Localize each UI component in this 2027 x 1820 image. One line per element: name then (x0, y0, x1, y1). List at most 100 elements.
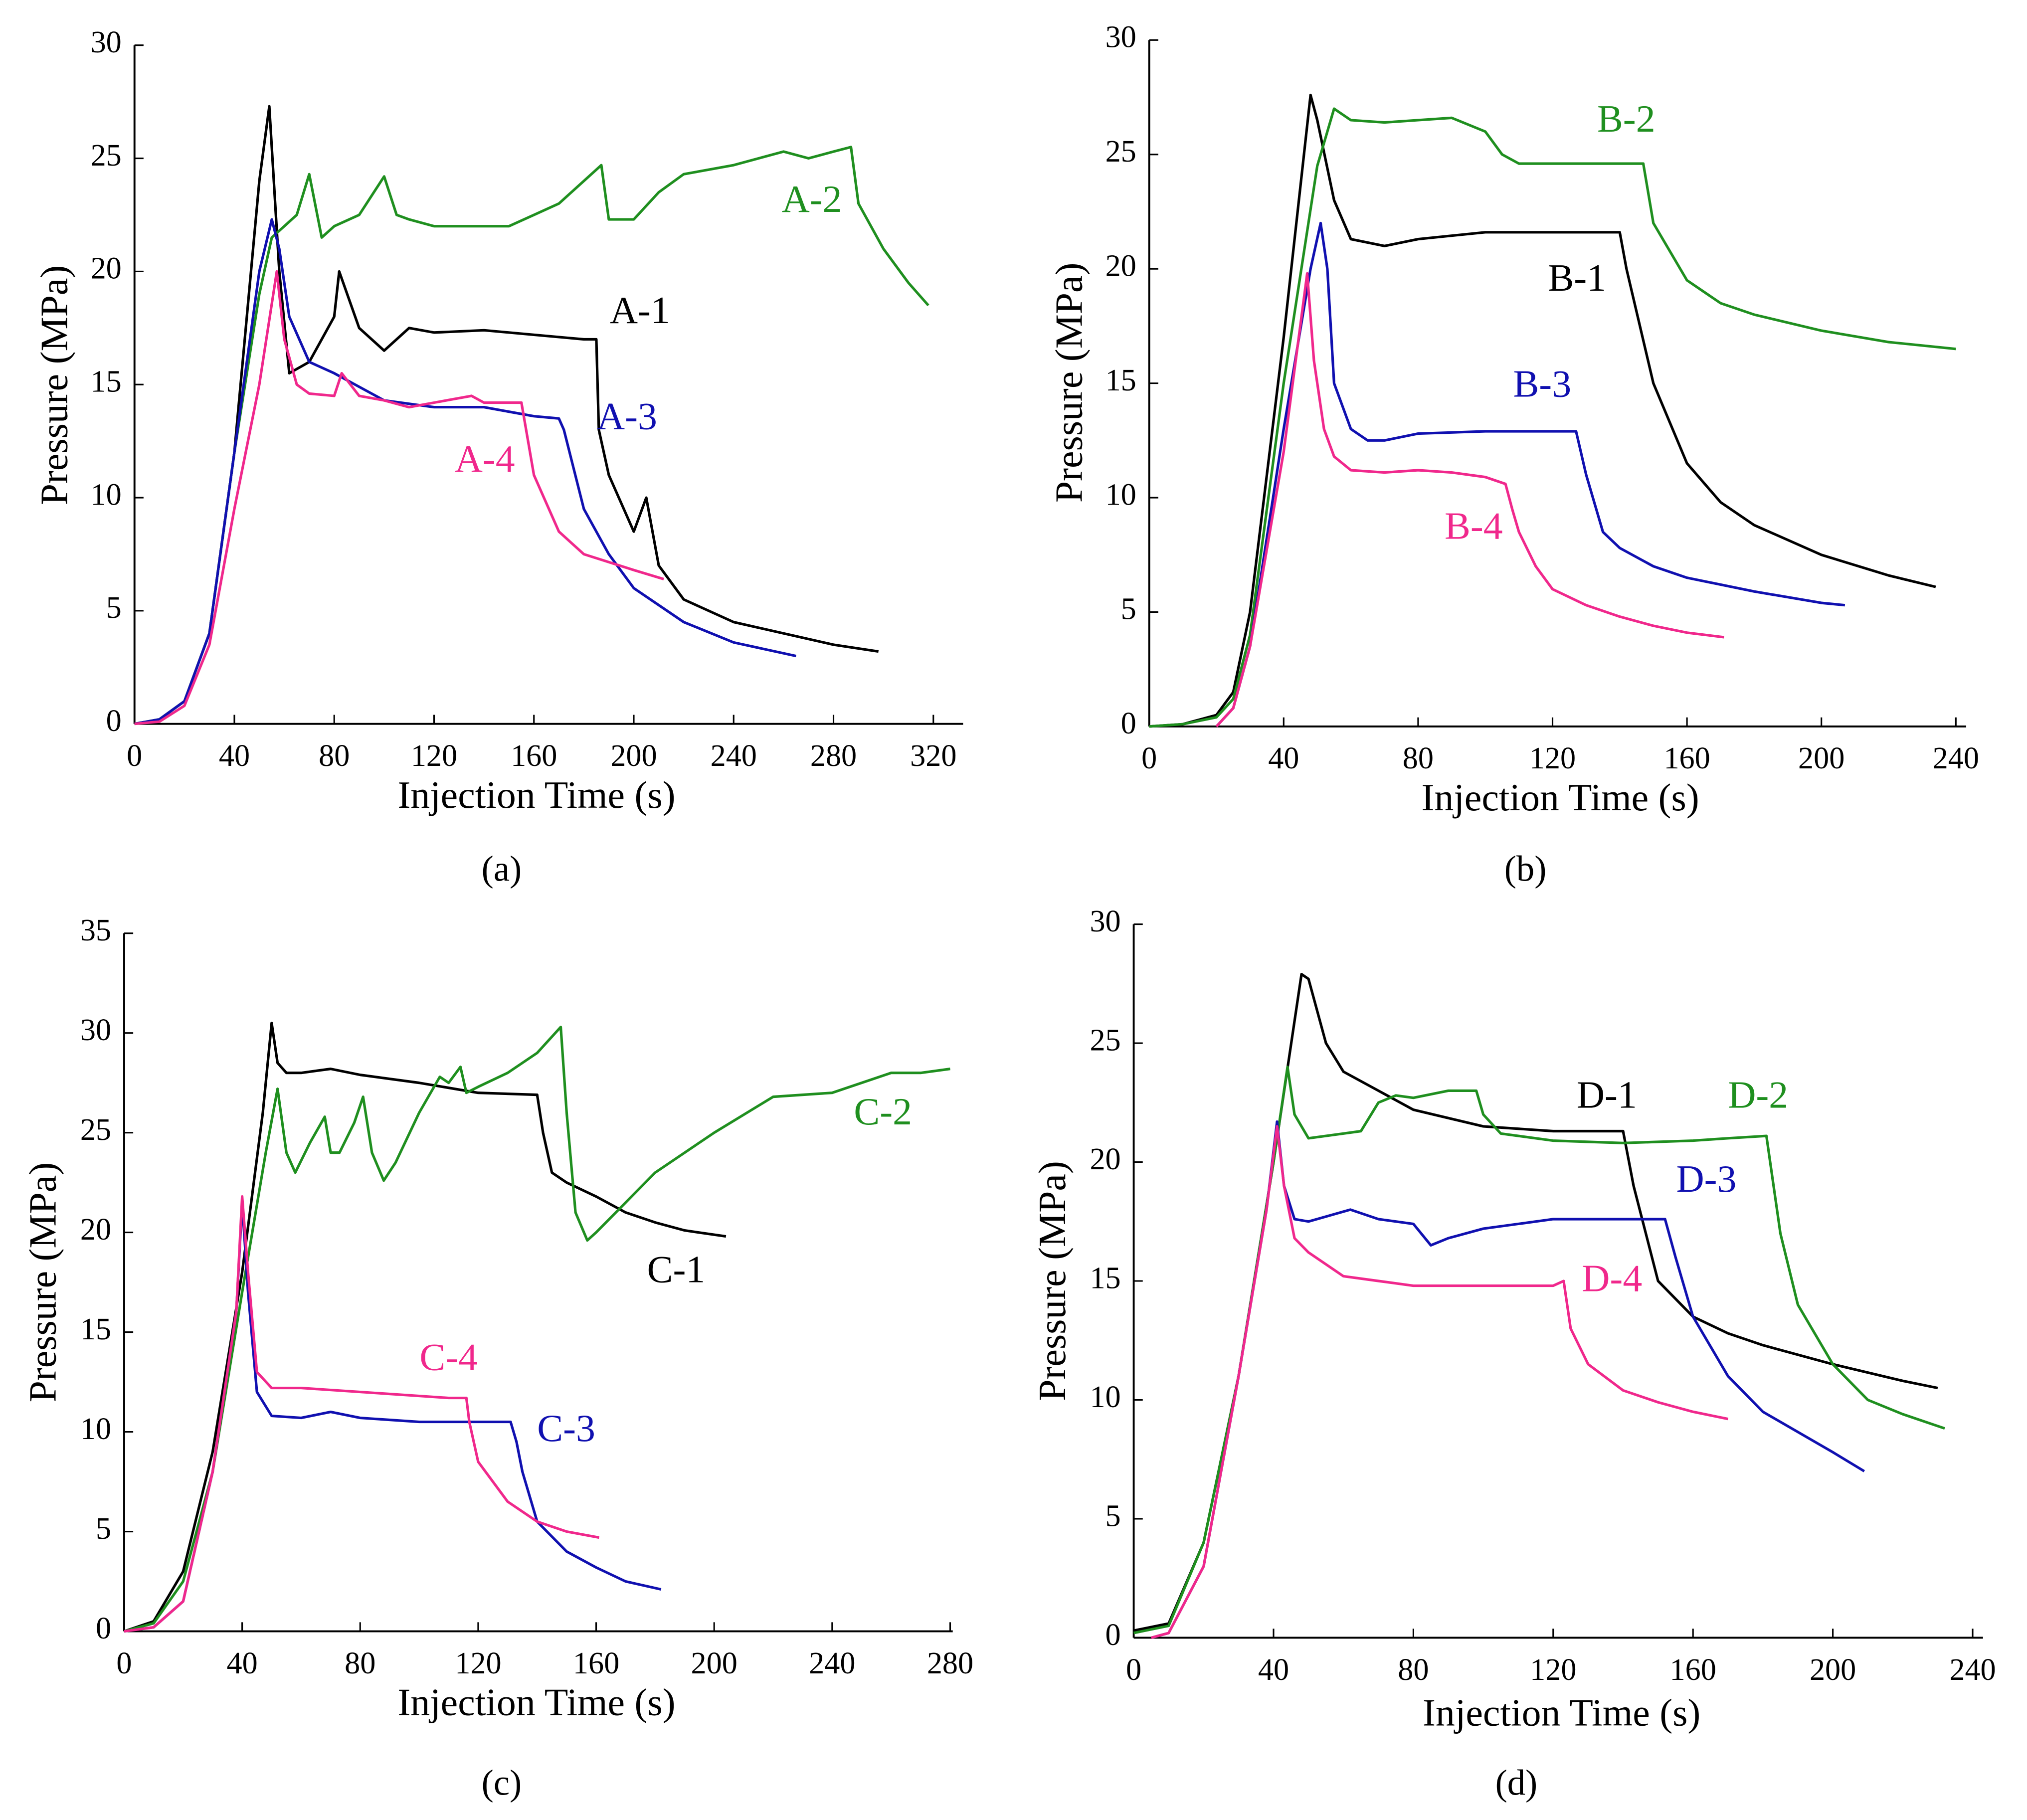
caption: (d) (1495, 1762, 1538, 1803)
y-axis-title: Pressure (MPa) (1031, 1161, 1074, 1401)
x-tick-label: 120 (1529, 741, 1576, 775)
series-line (1149, 93, 1936, 728)
series-label: B-3 (1513, 363, 1571, 405)
x-tick-label: 160 (1663, 741, 1710, 775)
y-tick-label: 20 (80, 1213, 111, 1247)
series-line (134, 105, 879, 726)
y-axis-title: Pressure (MPa) (1048, 263, 1091, 503)
x-tick-label: 160 (573, 1646, 619, 1680)
y-tick-label: 0 (106, 704, 122, 738)
x-tick-label: 200 (610, 739, 657, 773)
x-tick-label: 160 (1670, 1653, 1716, 1687)
y-tick-label: 0 (96, 1612, 111, 1645)
series-label: C-4 (419, 1336, 478, 1379)
series-line (134, 270, 664, 726)
y-tick-label: 25 (91, 139, 122, 173)
series-line (1133, 973, 1938, 1632)
x-tick-label: 40 (1268, 741, 1299, 775)
x-tick-label: 40 (1258, 1653, 1289, 1687)
x-tick-label: 80 (1398, 1653, 1429, 1687)
x-tick-label: 200 (1810, 1653, 1856, 1687)
x-tick-label: 240 (711, 739, 757, 773)
series-line (1149, 107, 1956, 728)
y-tick-label: 5 (96, 1512, 111, 1546)
y-tick-label: 25 (1106, 135, 1136, 169)
x-axis-title: Injection Time (s) (397, 1681, 675, 1724)
series-label: B-2 (1597, 97, 1656, 140)
series-label: A-3 (597, 394, 657, 437)
x-tick-label: 80 (1403, 741, 1434, 775)
caption: (c) (482, 1762, 522, 1803)
series-label: C-3 (537, 1407, 595, 1450)
y-tick-label: 5 (106, 591, 122, 625)
y-tick-label: 30 (91, 25, 122, 59)
series-line (124, 1026, 950, 1633)
x-tick-label: 120 (1530, 1653, 1576, 1687)
x-tick-label: 240 (809, 1646, 855, 1680)
y-tick-label: 0 (1106, 1618, 1121, 1652)
y-tick-label: 30 (1106, 20, 1136, 54)
series-line (124, 1022, 727, 1633)
x-tick-label: 280 (810, 739, 857, 773)
series-label: B-4 (1445, 505, 1503, 547)
x-tick-label: 240 (1933, 741, 1979, 775)
series-label: B-1 (1548, 256, 1606, 299)
x-axis-title: Injection Time (s) (397, 773, 675, 816)
y-tick-label: 35 (80, 913, 111, 947)
y-tick-label: 5 (1106, 1499, 1121, 1533)
x-tick-label: 320 (910, 739, 956, 773)
series-label: D-4 (1582, 1257, 1642, 1299)
y-tick-label: 10 (80, 1412, 111, 1446)
x-tick-label: 0 (1141, 741, 1157, 775)
y-tick-label: 20 (91, 252, 122, 286)
series-label: C-2 (854, 1090, 912, 1133)
y-tick-label: 15 (1106, 364, 1136, 397)
series-label: A-2 (782, 178, 842, 220)
series-label: A-4 (455, 437, 515, 480)
y-tick-label: 15 (80, 1312, 111, 1346)
series-label: D-3 (1676, 1157, 1737, 1200)
caption: (b) (1504, 848, 1547, 889)
x-axis-title: Injection Time (s) (1423, 1691, 1700, 1734)
x-tick-label: 240 (1949, 1653, 1996, 1687)
y-tick-label: 5 (1121, 592, 1136, 626)
series-line (1150, 1125, 1728, 1639)
y-axis-title: Pressure (MPa) (21, 1162, 64, 1403)
y-tick-label: 10 (1090, 1380, 1120, 1414)
series-line (1215, 221, 1845, 728)
x-tick-label: 80 (319, 739, 350, 773)
y-tick-label: 10 (91, 478, 122, 512)
caption: (a) (482, 848, 522, 889)
series-line (1150, 1120, 1865, 1639)
y-tick-label: 25 (80, 1113, 111, 1147)
x-tick-label: 40 (219, 739, 250, 773)
y-tick-label: 10 (1106, 478, 1136, 512)
x-tick-label: 120 (411, 739, 457, 773)
series-label: D-1 (1577, 1073, 1637, 1116)
y-axis-title: Pressure (MPa) (33, 265, 76, 506)
x-tick-label: 200 (1798, 741, 1844, 775)
y-tick-label: 20 (1090, 1142, 1120, 1176)
y-tick-label: 30 (80, 1013, 111, 1047)
series-label: D-2 (1728, 1073, 1788, 1116)
series-label: A-1 (610, 289, 670, 332)
x-axis-title: Injection Time (s) (1421, 776, 1699, 819)
x-tick-label: 80 (345, 1646, 375, 1680)
x-tick-label: 120 (455, 1646, 501, 1680)
series-line (1215, 272, 1724, 728)
y-tick-label: 0 (1121, 707, 1136, 740)
y-tick-label: 30 (1090, 905, 1120, 938)
y-tick-label: 15 (1090, 1261, 1120, 1295)
series-line (134, 146, 929, 726)
y-tick-label: 25 (1090, 1023, 1120, 1057)
x-tick-label: 0 (116, 1646, 132, 1680)
x-tick-label: 40 (227, 1646, 258, 1680)
y-tick-label: 20 (1106, 249, 1136, 283)
x-tick-label: 0 (1126, 1653, 1141, 1687)
series-line (124, 1195, 599, 1633)
x-tick-label: 280 (927, 1646, 973, 1680)
series-line (1133, 1066, 1945, 1635)
x-tick-label: 160 (511, 739, 557, 773)
